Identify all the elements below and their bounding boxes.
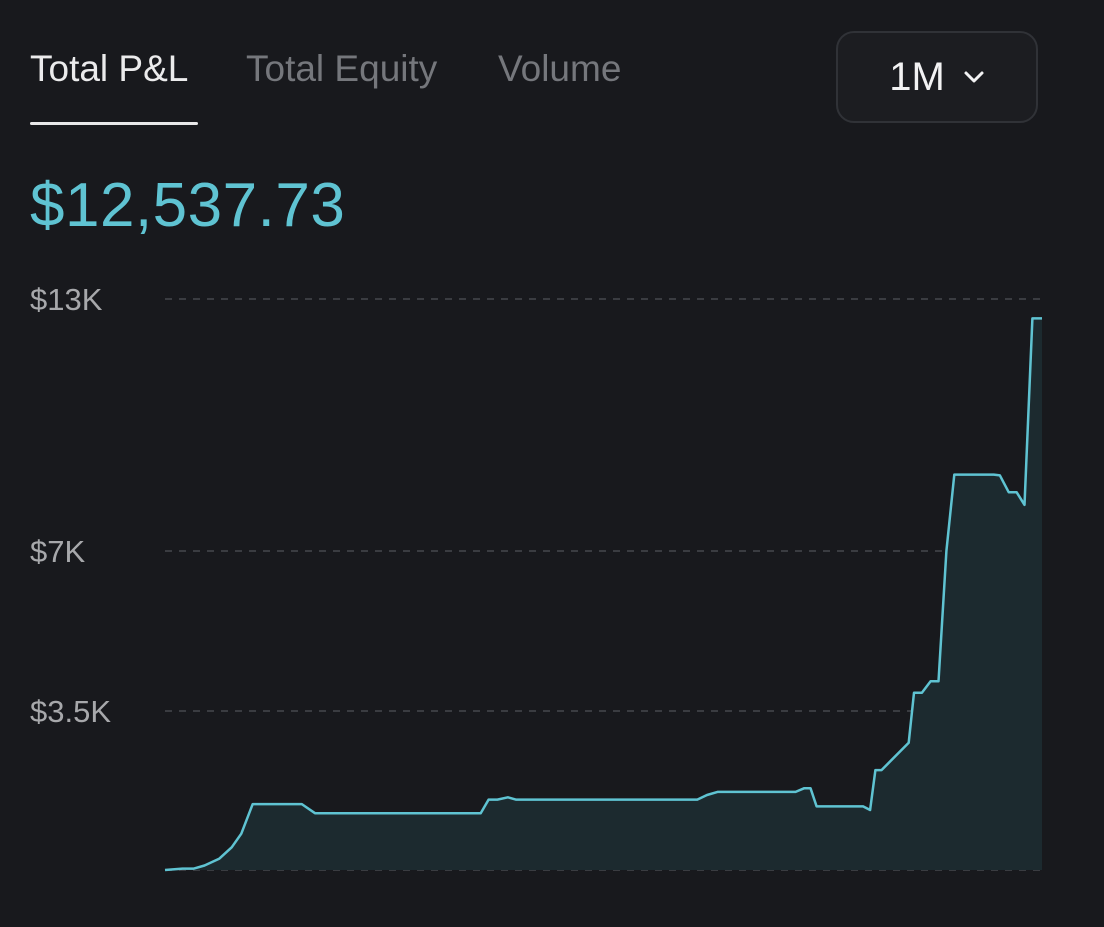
tab-total-equity[interactable]: Total Equity <box>246 48 438 89</box>
y-tick-label: $3.5K <box>30 694 111 729</box>
pnl-line <box>164 317 1042 872</box>
time-range-label: 1M <box>889 54 945 99</box>
pnl-area-fill <box>165 318 1042 870</box>
y-tick-label: $7K <box>30 534 85 569</box>
pnl-value: $12,537.73 <box>30 171 346 240</box>
tab-volume[interactable]: Volume <box>498 48 622 89</box>
active-tab-indicator <box>30 122 198 125</box>
chevron-down-icon <box>963 70 985 84</box>
tab-total-pnl[interactable]: Total P&L <box>30 48 189 89</box>
time-range-dropdown[interactable]: 1M <box>836 31 1038 123</box>
y-tick-label: $13K <box>30 282 103 317</box>
